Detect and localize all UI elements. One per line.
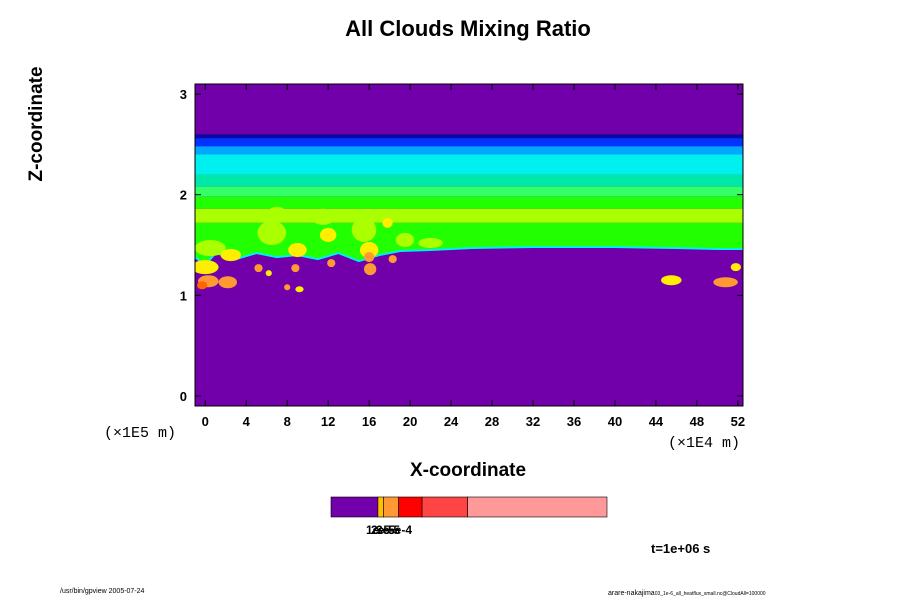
y-tick-label-2: 2 [180, 188, 187, 203]
x-unit-label: (×1E4 m) [668, 435, 741, 452]
y-axis-label: Z-coordinate [26, 66, 47, 182]
cloud-cell-3 [197, 281, 208, 290]
colorbar-label-0: 1e-5 [366, 523, 390, 537]
cloud-band-0 [195, 134, 743, 139]
colorbar-label-1: 2e-5 [371, 523, 395, 537]
cloud-cell-24 [418, 237, 443, 249]
y-tick-label-1: 1 [180, 288, 187, 303]
colorbar-segment-2 [383, 496, 399, 518]
cloud-cell-26 [713, 277, 738, 288]
colorbar-segment-0 [330, 496, 379, 518]
colorbar-segment-3 [398, 496, 423, 518]
y-tick-label-3: 3 [180, 87, 187, 102]
x-tick-label-5: 20 [403, 414, 417, 429]
x-tick-label-8: 32 [526, 414, 540, 429]
cloud-cell-13 [295, 286, 304, 293]
cloud-cell-10 [288, 242, 307, 258]
cloud-cell-1 [195, 260, 219, 275]
cloud-cell-15 [319, 227, 337, 242]
footer-right-main: arare-nakajima [608, 590, 655, 597]
x-tick-label-6: 24 [444, 414, 459, 429]
cloud-band-6 [195, 196, 743, 209]
x-tick-label-9: 36 [567, 414, 581, 429]
colorbar-segment-4 [421, 496, 468, 518]
cloud-cell-19 [364, 252, 375, 263]
x-tick-label-2: 8 [284, 414, 291, 429]
colorbar-label-2: 3e-5 [376, 523, 400, 537]
cloud-band-5 [195, 186, 743, 197]
x-tick-label-11: 44 [649, 414, 664, 429]
cloud-cell-20 [364, 263, 377, 276]
cloud-cell-23 [395, 232, 415, 248]
x-tick-label-0: 0 [202, 414, 209, 429]
cloud-cell-7 [266, 206, 288, 223]
cloud-band-3 [195, 154, 743, 175]
colorbar-label-3: 5e-4 [388, 523, 412, 537]
cloud-cell-17 [351, 217, 377, 242]
cloud-cell-0 [195, 239, 226, 257]
cloud-cell-6 [257, 220, 287, 245]
cloud-band-2 [195, 146, 743, 155]
footer-left: /usr/bin/gpview 2005-07-24 [60, 588, 145, 595]
cloud-cell-12 [284, 284, 291, 291]
x-tick-label-7: 28 [485, 414, 499, 429]
cloud-cell-18 [359, 241, 379, 259]
cloud-band-4 [195, 174, 743, 187]
x-tick-label-4: 16 [362, 414, 376, 429]
x-tick-label-1: 4 [243, 414, 251, 429]
colorbar: 1e-52e-53e-55e-4 [330, 496, 608, 537]
cloud-cell-21 [382, 217, 393, 228]
cloud-cell-9 [265, 270, 272, 277]
cloud-cell-4 [220, 249, 242, 262]
x-tick-label-13: 52 [731, 414, 745, 429]
x-tick-label-10: 40 [608, 414, 622, 429]
cloud-cell-25 [661, 275, 682, 286]
cloud-band-1 [195, 138, 743, 147]
cloud-cell-16 [327, 259, 336, 268]
footer-right-small: 03_1e-6_all_heatflux_small.nc@CloudAll=1… [654, 591, 766, 597]
time-label: t=1e+06 s [651, 541, 711, 556]
y-tick-label-0: 0 [180, 389, 187, 404]
colorbar-segment-1 [377, 496, 384, 518]
y-unit-label: (×1E5 m) [104, 425, 177, 442]
cloud-cell-14 [310, 208, 336, 225]
colorbar-segment-5 [467, 496, 608, 518]
cloud-cell-8 [254, 264, 263, 273]
x-tick-label-12: 48 [690, 414, 704, 429]
cloud-cell-11 [291, 264, 300, 273]
cloud-cell-27 [730, 263, 741, 272]
cloud-cell-5 [218, 276, 237, 289]
x-tick-label-3: 12 [321, 414, 335, 429]
footer-right: arare-nakajima03_1e-6_all_heatflux_small… [608, 590, 766, 597]
cloud-cell-22 [388, 255, 397, 264]
x-axis-label: X-coordinate [409, 460, 527, 481]
plot-frame [194, 83, 744, 407]
chart-title: All Clouds Mixing Ratio [345, 16, 591, 41]
plot-area [195, 84, 743, 406]
